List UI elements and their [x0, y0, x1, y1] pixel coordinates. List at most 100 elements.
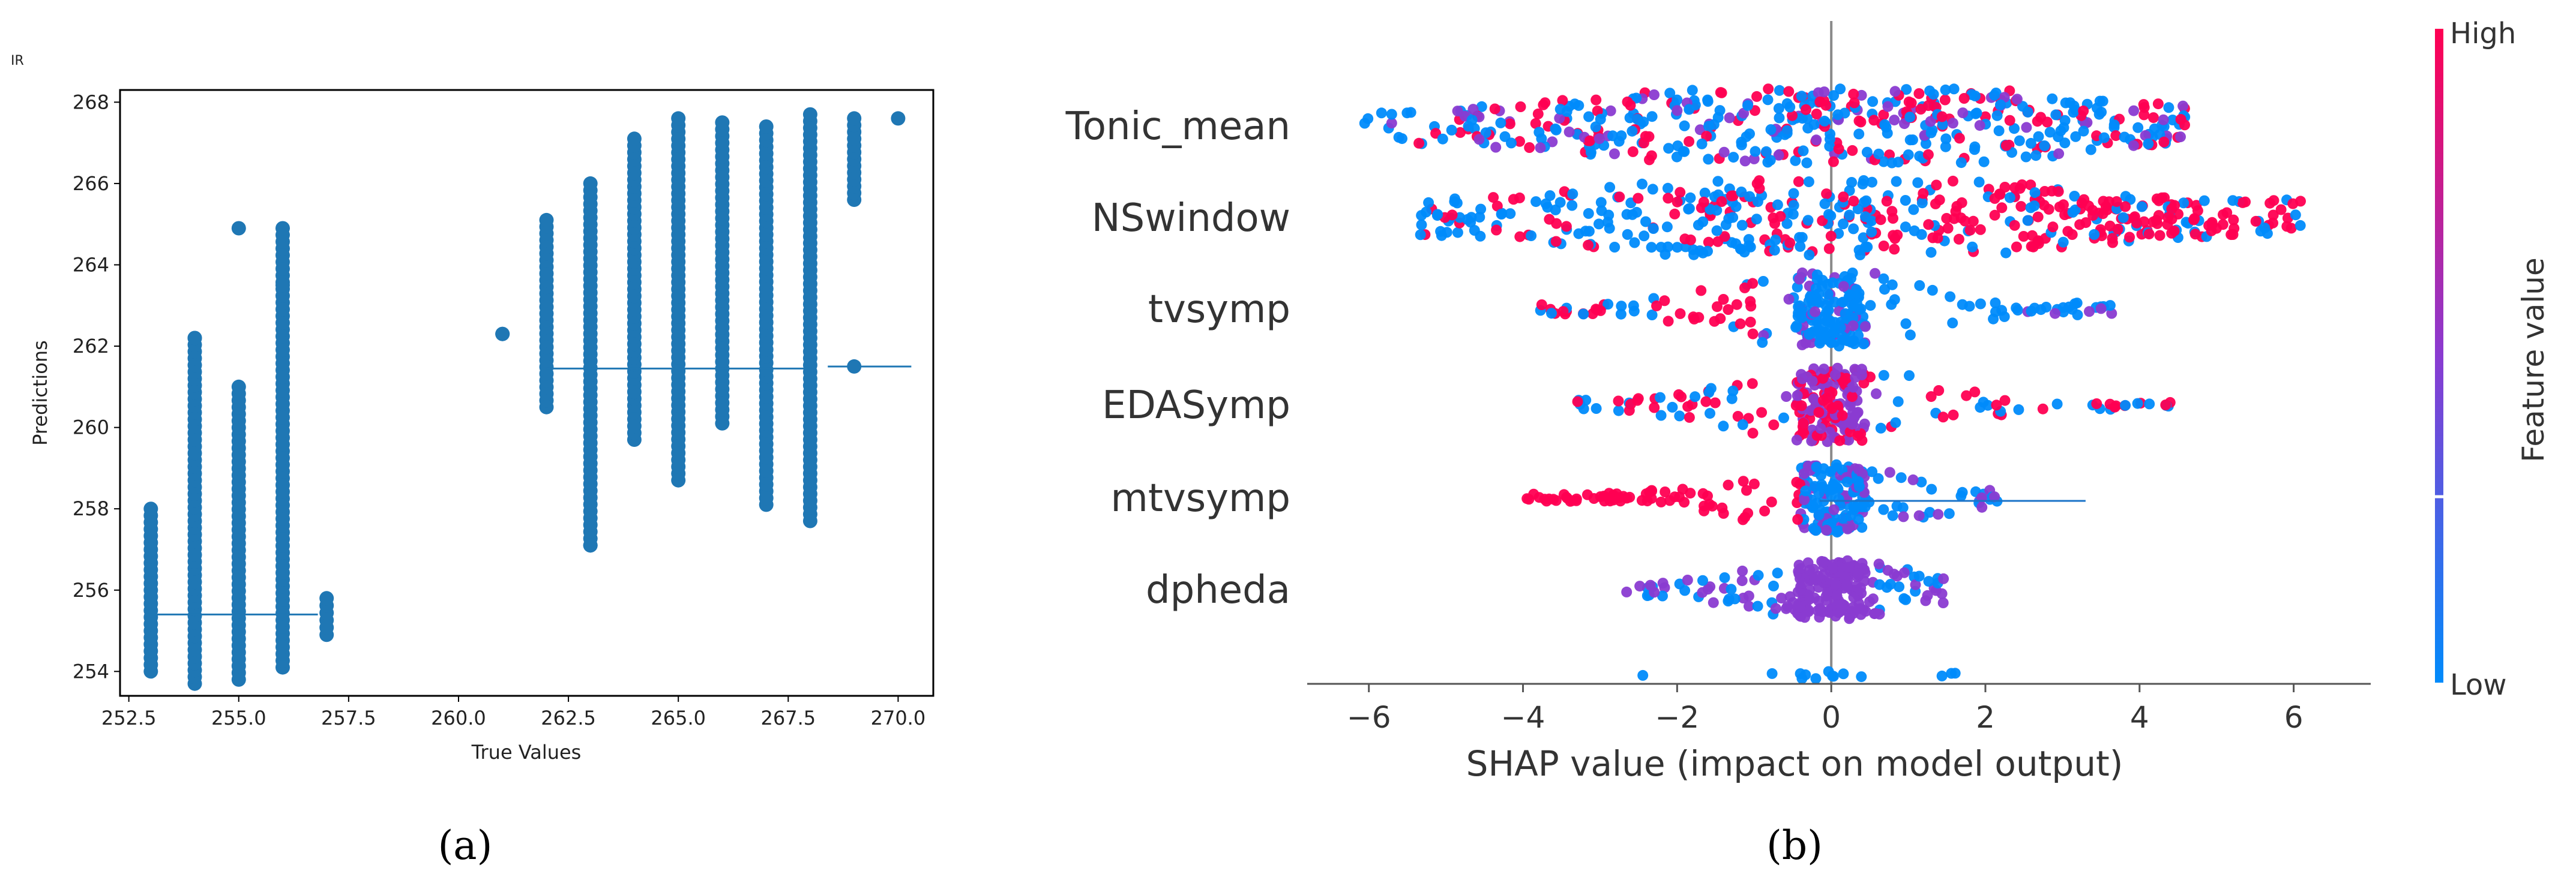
shap-point: [1847, 382, 1859, 393]
shap-point: [1797, 373, 1808, 385]
shap-point: [1772, 199, 1783, 211]
panel-a-axes-frame: [119, 89, 934, 697]
shap-point: [1795, 563, 1807, 574]
shap-point: [1638, 116, 1649, 128]
scatter-point: [231, 221, 246, 236]
shap-point: [2021, 122, 2032, 133]
shap-point: [1760, 146, 1772, 157]
shap-point: [1869, 608, 1880, 620]
shap-point: [1825, 230, 1837, 242]
shap-point: [1736, 220, 1748, 231]
shap-point: [1697, 247, 1709, 259]
shap-point: [1937, 119, 1948, 130]
shap-point: [1878, 109, 1889, 121]
shap-point: [1847, 391, 1858, 403]
shap-point: [1708, 119, 1720, 130]
shap-point: [1802, 215, 1814, 226]
x-tick-label: 267.5: [760, 707, 816, 729]
shap-point: [2047, 221, 2059, 233]
shap-point: [1948, 83, 1960, 95]
shap-point: [2070, 131, 2081, 142]
shap-point: [1705, 581, 1716, 593]
shap-point: [1882, 564, 1894, 576]
shap-point: [1920, 595, 1931, 606]
shap-point: [1805, 337, 1817, 349]
shap-point: [1814, 96, 1826, 107]
shap-point: [1687, 85, 1698, 96]
shap-point: [1376, 107, 1387, 119]
shap-point: [1810, 525, 1822, 536]
shap-point: [2059, 137, 2071, 149]
shap-point: [1679, 233, 1691, 245]
shap-point: [1712, 301, 1723, 313]
shap-point: [2131, 217, 2143, 229]
shap-point: [1625, 398, 1636, 410]
shap-point: [1768, 580, 1779, 591]
shap-point: [2206, 225, 2217, 236]
shap-point: [1514, 192, 1525, 203]
shap-point: [1655, 496, 1667, 507]
shap-point: [1588, 493, 1599, 504]
shap-point: [1539, 494, 1550, 505]
shap-point: [1716, 196, 1727, 207]
shap-point: [1837, 331, 1848, 342]
shap-point: [1631, 92, 1642, 104]
shap-point: [1530, 196, 1542, 208]
shap-point: [1907, 474, 1919, 485]
shap-point: [1959, 215, 1970, 227]
shap-point: [1672, 196, 1683, 208]
panel-a-reference-lines: [146, 365, 912, 615]
panel-a-scatter: IR 252.5 255.0 257.5 260.0 262.5 265.0 267.5 27…: [11, 53, 934, 869]
shap-point: [1976, 501, 1988, 513]
shap-point: [1593, 218, 1604, 230]
shap-point: [2009, 123, 2020, 134]
shap-point: [1922, 100, 1934, 111]
shap-point: [1660, 249, 1671, 260]
x-tick-label: 6: [2284, 700, 2304, 735]
shap-point: [2156, 192, 2168, 203]
shap-point: [1773, 103, 1784, 114]
shap-point: [1819, 198, 1831, 209]
shap-point: [1835, 83, 1846, 95]
shap-point: [1790, 322, 1802, 333]
shap-point: [1703, 236, 1714, 248]
shap-point: [1770, 235, 1781, 246]
shap-point: [1991, 110, 2003, 121]
scatter-point: [231, 379, 246, 394]
shap-point: [1717, 502, 1728, 513]
shap-point: [2095, 303, 2107, 314]
shap-point: [1554, 113, 1565, 124]
shap-point: [2087, 210, 2098, 221]
feature-label: Tonic_mean: [1065, 104, 1290, 149]
shap-point: [1873, 148, 1885, 160]
shap-point: [1421, 206, 1432, 218]
shap-point: [1696, 138, 1708, 149]
shap-point: [2158, 136, 2170, 148]
shap-point: [1804, 594, 1815, 605]
shap-point: [1644, 154, 1655, 166]
shap-point: [1499, 131, 1511, 142]
shap-point: [1937, 412, 1949, 423]
shap-point: [1847, 268, 1858, 278]
shap-point: [2078, 105, 2089, 116]
feature-label: mtvsymp: [1111, 476, 1291, 521]
shap-point: [1539, 97, 1551, 109]
shap-point: [2011, 302, 2022, 314]
shap-point: [1913, 88, 1925, 99]
shap-point: [1772, 567, 1783, 579]
shap-point: [2268, 209, 2279, 221]
shap-point: [1943, 508, 1955, 519]
shap-point: [1546, 308, 1557, 319]
shap-point: [1895, 472, 1907, 483]
shap-point: [2188, 214, 2200, 226]
shap-point: [1573, 100, 1584, 111]
shap-point: [1416, 219, 1427, 230]
shap-point: [1696, 285, 1707, 296]
shap-point: [1583, 208, 1594, 219]
shap-point: [1813, 582, 1824, 593]
shap-point: [2076, 197, 2087, 209]
shap-point: [1878, 241, 1889, 251]
shap-point: [1667, 401, 1678, 413]
shap-point: [1818, 556, 1829, 567]
shap-point: [1860, 211, 1871, 223]
